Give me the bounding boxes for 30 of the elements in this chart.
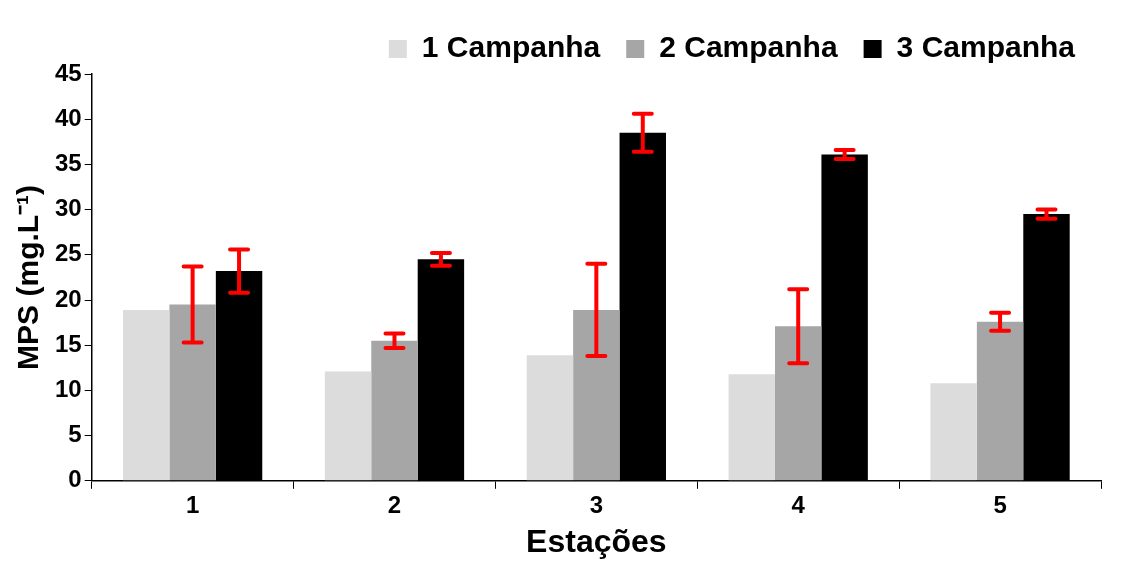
x-tick-label: 4: [791, 490, 806, 518]
bar: [573, 309, 620, 481]
bar: [976, 321, 1024, 481]
bar: [728, 374, 775, 481]
y-tick-label: 0: [68, 465, 82, 493]
y-tick-label: 10: [54, 375, 82, 403]
y-tick-label: 20: [54, 284, 82, 312]
y-tick-label: 40: [54, 103, 82, 131]
y-tick-label: 15: [54, 329, 82, 357]
legend-label: 1 Campanha: [421, 30, 601, 64]
bar: [371, 340, 418, 481]
bar: [526, 355, 574, 481]
y-tick-label: 45: [54, 58, 82, 86]
y-tick-label: 25: [54, 239, 82, 267]
legend-label: 2 Campanha: [659, 30, 838, 64]
bar: [930, 383, 977, 481]
bar: [775, 326, 822, 481]
x-tick-label: 2: [387, 490, 402, 518]
bar: [169, 304, 216, 481]
x-axis-title: Estações: [526, 522, 667, 559]
bar: [122, 309, 170, 481]
bar: [324, 371, 372, 481]
y-axis-title: MPS (mg.L⁻¹): [11, 184, 45, 370]
y-tick-label: 5: [68, 420, 82, 448]
y-tick-label: 35: [54, 149, 82, 177]
x-tick-label: 5: [993, 490, 1007, 518]
y-tick-label: 30: [54, 194, 82, 222]
x-tick-label: 1: [185, 490, 200, 518]
legend-label: 3 Campanha: [896, 30, 1076, 64]
x-tick-label: 3: [589, 490, 604, 518]
